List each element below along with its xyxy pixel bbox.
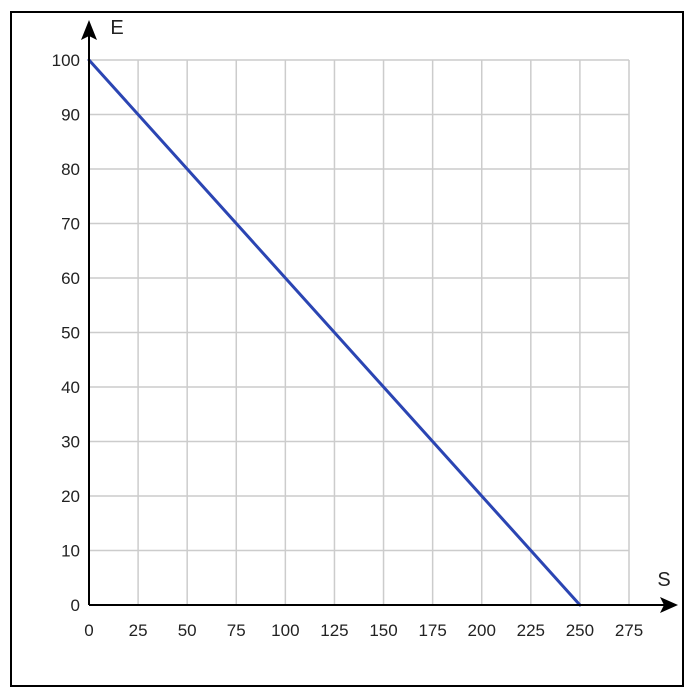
x-tick-label: 125 (320, 621, 348, 640)
y-tick-label: 40 (61, 378, 80, 397)
y-tick-labels: 0 10 20 30 40 50 60 70 80 90 100 (52, 51, 80, 615)
y-tick-label: 100 (52, 51, 80, 70)
chart-frame (10, 11, 684, 687)
x-tick-label: 200 (468, 621, 496, 640)
y-tick-label: 80 (61, 160, 80, 179)
x-tick-label: 250 (566, 621, 594, 640)
y-axis-label: E (110, 17, 123, 39)
y-tick-label: 10 (61, 542, 80, 561)
x-tick-label: 25 (129, 621, 148, 640)
x-tick-label: 275 (615, 621, 643, 640)
x-tick-label: 225 (517, 621, 545, 640)
grid (89, 59, 630, 605)
y-tick-label: 50 (61, 324, 80, 343)
x-tick-label: 175 (418, 621, 446, 640)
y-tick-label: 0 (71, 596, 80, 615)
y-tick-label: 30 (61, 433, 80, 452)
x-tick-labels: 0 25 50 75 100 125 150 175 200 225 250 275 (84, 621, 643, 640)
x-axis-label: S (657, 569, 670, 591)
axes (81, 20, 678, 613)
x-axis-arrow (660, 597, 678, 613)
y-tick-label: 90 (61, 106, 80, 125)
x-tick-label: 100 (271, 621, 299, 640)
x-tick-label: 0 (84, 621, 93, 640)
y-tick-label: 70 (61, 215, 80, 234)
x-tick-label: 75 (227, 621, 246, 640)
x-tick-label: 150 (369, 621, 397, 640)
y-tick-label: 60 (61, 269, 80, 288)
series-layer (87, 58, 582, 607)
series-line (87, 58, 582, 607)
y-axis-arrow (81, 20, 97, 40)
x-tick-label: 50 (178, 621, 197, 640)
y-tick-label: 20 (61, 487, 80, 506)
